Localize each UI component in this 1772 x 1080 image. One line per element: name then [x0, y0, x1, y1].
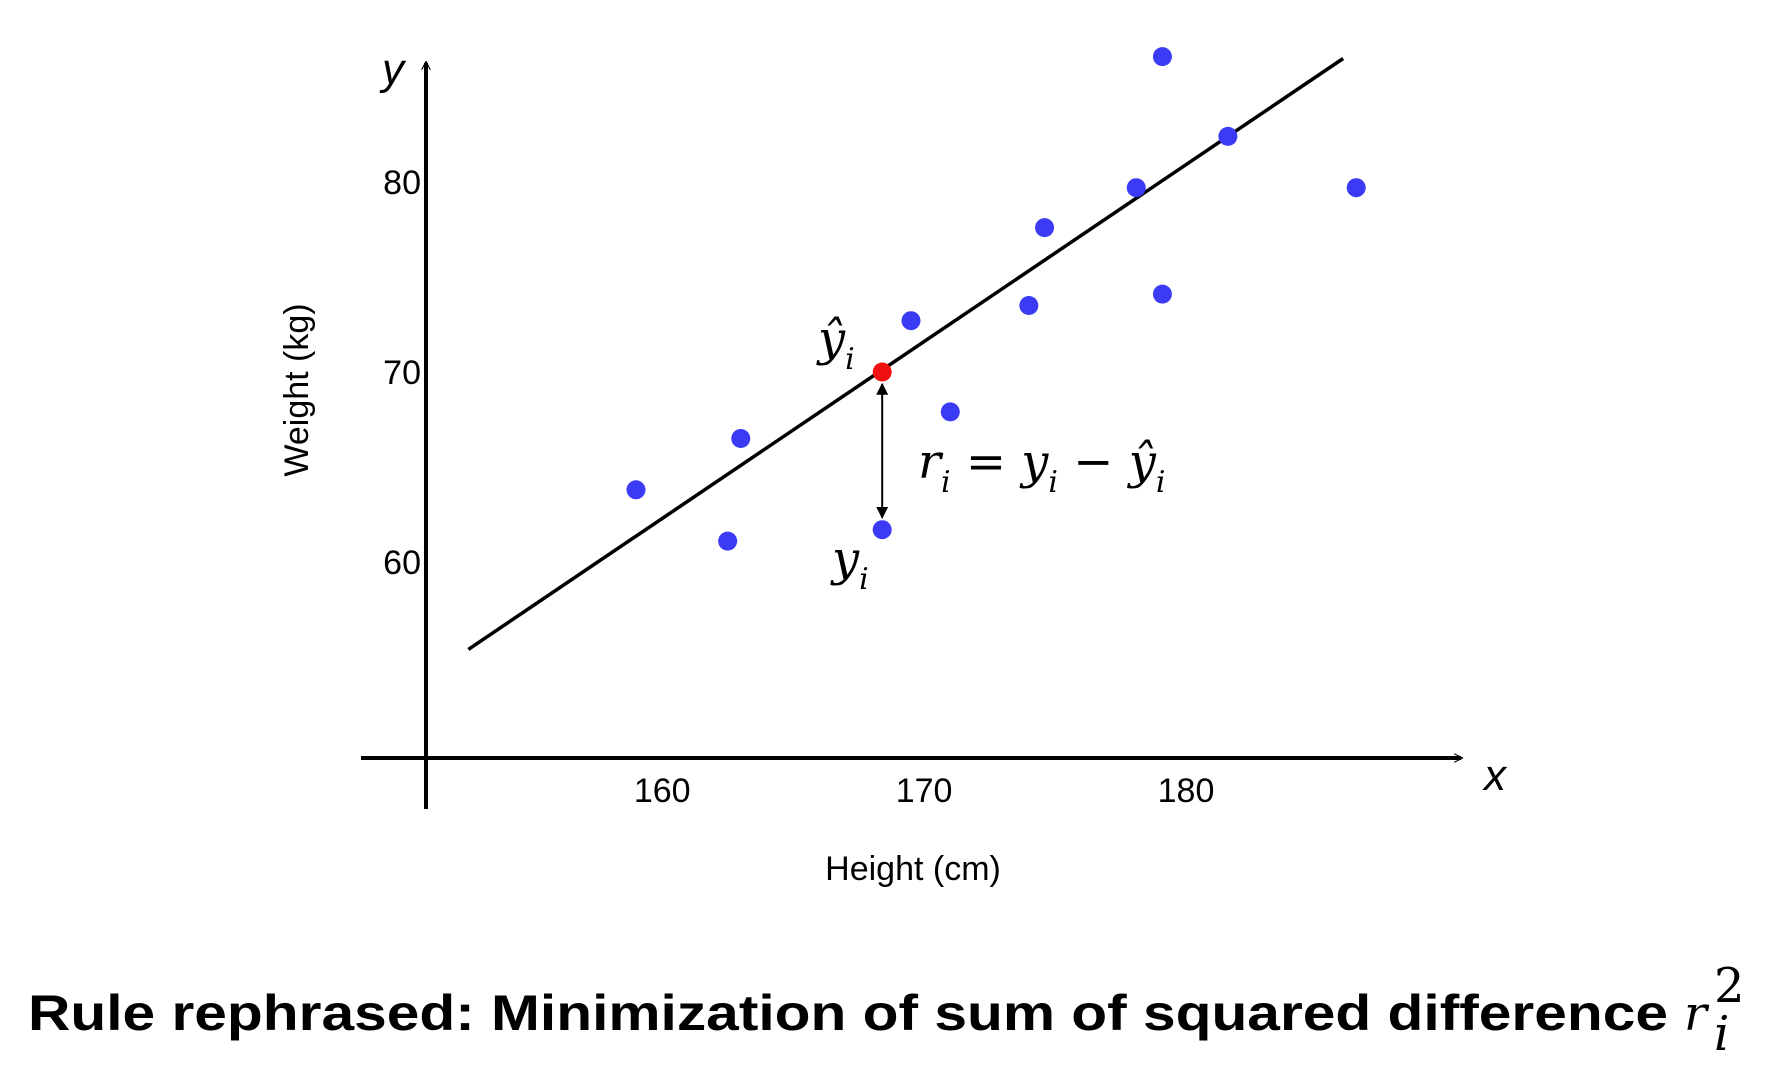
- y-axis-label: Weight (kg): [278, 303, 316, 476]
- x-tick-label: 170: [896, 772, 953, 810]
- annotation: ŷi: [816, 311, 855, 377]
- annotation-part: r: [918, 434, 944, 490]
- point: [718, 531, 738, 551]
- point: [1152, 284, 1172, 304]
- x-axis-label: Height (cm): [825, 850, 1001, 888]
- caption-math-sub: i: [1714, 1006, 1729, 1062]
- point: [1346, 178, 1366, 198]
- point: [1152, 47, 1172, 67]
- annotation-part: i: [845, 342, 855, 377]
- point: [1126, 178, 1146, 198]
- point: [731, 429, 751, 448]
- x-axis-letter: x: [1482, 751, 1508, 800]
- y-axis-letter: y: [379, 45, 407, 94]
- x-tick-label: 180: [1158, 772, 1215, 810]
- annotation-part: − ŷ: [1058, 434, 1157, 490]
- annotation-part: i: [1156, 465, 1166, 500]
- y-tick-label: 70: [383, 354, 421, 392]
- point: [1218, 126, 1238, 146]
- y-tick-label: 80: [383, 164, 421, 202]
- x-tick-label: 160: [634, 772, 691, 810]
- annotation-part: i: [941, 465, 951, 500]
- fit-line: [467, 57, 1345, 651]
- caption-math-sup: 2: [1714, 958, 1745, 1014]
- annotation: ri = yi − ŷi: [918, 434, 1166, 500]
- caption: Rule rephrased: Minimization of sum of s…: [28, 985, 1668, 1041]
- annotation-part: i: [1048, 465, 1058, 500]
- y-tick-label: 60: [383, 544, 421, 582]
- annotation-part: ŷ: [816, 311, 846, 367]
- point: [1019, 296, 1039, 315]
- point: [626, 480, 646, 500]
- point: [872, 362, 892, 382]
- annotation-part: y: [830, 531, 860, 587]
- caption-math-base: r: [1684, 986, 1710, 1042]
- annotation-part: = y: [951, 434, 1050, 490]
- annotation: yi: [830, 531, 869, 597]
- point: [872, 520, 892, 540]
- point: [901, 311, 921, 331]
- point: [940, 402, 960, 422]
- annotation-part: i: [859, 562, 869, 597]
- point: [1035, 218, 1055, 238]
